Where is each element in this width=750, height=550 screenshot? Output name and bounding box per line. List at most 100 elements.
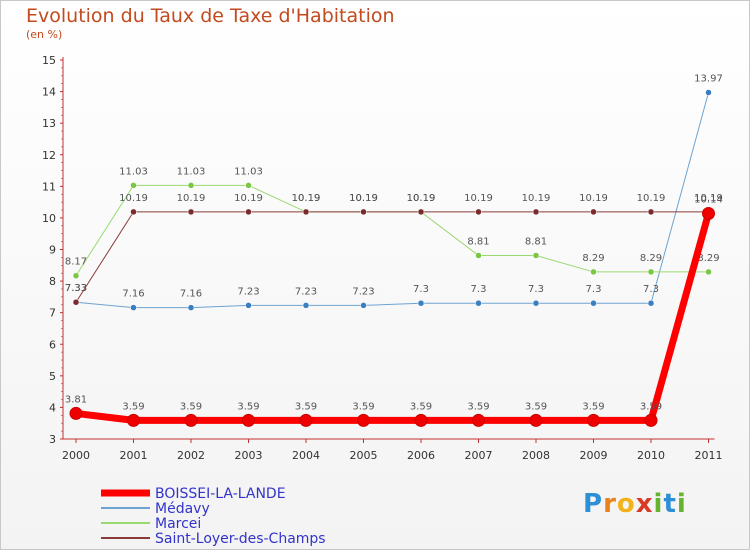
data-label: 3.59 (180, 401, 202, 412)
data-point (302, 208, 310, 216)
y-tick-label: 7 (49, 307, 56, 320)
data-point (360, 208, 367, 216)
data-label: 10.19 (407, 193, 436, 204)
data-label: 10.19 (349, 193, 378, 204)
data-point (587, 413, 600, 427)
x-tick-label: 2008 (522, 449, 550, 462)
data-point (302, 302, 310, 309)
data-point (72, 298, 80, 306)
data-label: 3.59 (237, 401, 259, 412)
chart-title: Evolution du Taux de Taxe d'Habitation (26, 5, 395, 27)
data-point (417, 208, 425, 216)
data-label: 11.03 (234, 166, 263, 177)
data-point (705, 89, 712, 96)
data-point (360, 302, 367, 309)
data-label: 10.19 (522, 193, 551, 204)
data-label: 7.23 (295, 286, 317, 297)
y-tick-label: 4 (49, 401, 56, 414)
y-tick-label: 6 (49, 338, 56, 351)
legend-label: Saint-Loyer-des-Champs (155, 531, 326, 547)
data-label: 10.19 (292, 193, 321, 204)
data-point (130, 304, 137, 311)
data-label: 10.19 (177, 193, 206, 204)
data-label: 10.19 (119, 193, 148, 204)
data-label: 7.3 (643, 284, 659, 295)
data-label: 10.14 (694, 194, 723, 205)
data-point (127, 413, 140, 427)
data-label: 3.59 (410, 401, 432, 412)
series-line (75, 184, 709, 277)
data-label: 3.59 (582, 401, 604, 412)
data-point (475, 252, 482, 259)
data-point (702, 206, 715, 220)
y-tick-label: 14 (42, 86, 56, 99)
legend-label: Marcei (155, 516, 201, 532)
data-label: 8.29 (640, 253, 662, 264)
data-label: 8.17 (65, 257, 87, 268)
data-point (187, 208, 195, 216)
data-label: 7.3 (586, 284, 602, 295)
data-point (72, 272, 80, 279)
data-point (184, 413, 198, 427)
data-point (647, 208, 655, 216)
data-point (532, 208, 540, 216)
data-label: 8.81 (525, 237, 547, 248)
data-point (472, 413, 485, 427)
data-point (187, 182, 195, 189)
chart-subtitle: (en %) (26, 28, 63, 41)
data-point (529, 413, 543, 427)
data-point (242, 413, 255, 427)
data-point (299, 413, 313, 427)
data-label: 3.59 (122, 401, 144, 412)
data-point (644, 413, 658, 427)
y-tick-label: 9 (49, 244, 56, 257)
data-label: 10.19 (349, 193, 378, 204)
data-label: 8.81 (467, 237, 489, 248)
logo-letter: o (616, 489, 636, 519)
data-label: 10.19 (579, 193, 608, 204)
data-label: 7.33 (65, 283, 87, 294)
data-point (475, 299, 482, 307)
data-label: 7.3 (528, 284, 544, 295)
data-label: 7.3 (471, 284, 487, 295)
x-tick-label: 2003 (235, 449, 263, 462)
data-label: 3.59 (295, 401, 317, 412)
data-point (414, 413, 428, 427)
data-point (705, 268, 712, 276)
y-tick-label: 10 (42, 212, 56, 225)
data-point (187, 304, 195, 311)
x-tick-label: 2007 (465, 449, 493, 462)
data-label: 3.59 (640, 401, 662, 412)
data-point (475, 208, 482, 216)
logo-letter: x (635, 489, 654, 519)
x-tick-label: 2000 (62, 449, 90, 462)
data-label: 13.97 (694, 74, 723, 85)
data-label: 7.3 (413, 284, 429, 295)
data-label: 8.29 (697, 253, 719, 264)
data-label: 3.59 (467, 401, 489, 412)
data-point (647, 268, 655, 276)
data-label: 8.29 (582, 253, 604, 264)
data-point (130, 182, 137, 189)
y-tick-label: 5 (49, 370, 56, 383)
x-tick-label: 2005 (350, 449, 378, 462)
legend-label: Médavy (155, 501, 210, 517)
data-point (590, 208, 597, 216)
data-point (590, 268, 597, 276)
x-tick-label: 2001 (120, 449, 148, 462)
x-tick-label: 2004 (292, 449, 320, 462)
data-label: 7.23 (237, 286, 259, 297)
logo-letter: i (676, 489, 687, 519)
data-point (590, 299, 597, 307)
proxiti-logo: Proxiti (583, 489, 687, 519)
logo-letter: t (663, 489, 677, 519)
data-label: 7.33 (65, 283, 87, 294)
x-tick-label: 2009 (580, 449, 608, 462)
data-label: 11.03 (119, 166, 148, 177)
data-point (647, 299, 655, 307)
legend-label: BOISSEI-LA-LANDE (155, 486, 286, 502)
data-label: 10.19 (694, 193, 723, 204)
data-point (245, 302, 252, 309)
